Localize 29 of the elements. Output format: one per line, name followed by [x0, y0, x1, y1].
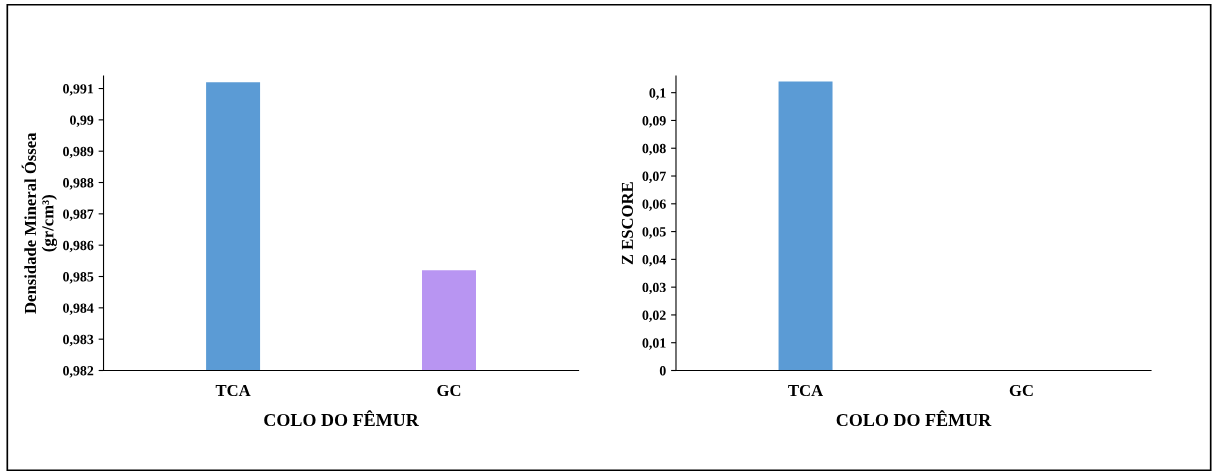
y-tick-label: 0,08: [642, 143, 666, 156]
y-tick-label: 0,985: [63, 272, 94, 284]
x-axis-title: COLO DO FÊMUR: [264, 410, 419, 427]
y-axis-title: Z ESCORE: [621, 182, 634, 265]
x-tick-label: GC: [437, 384, 461, 397]
y-tick-label: 0,982: [63, 366, 94, 378]
y-tick-label: 0,03: [642, 282, 666, 295]
y-tick-label: 0,99: [70, 115, 94, 127]
x-tick-label: TCA: [215, 384, 251, 397]
y-tick-label: 0,09: [642, 116, 666, 128]
y-tick-label: 0,989: [63, 146, 94, 159]
y-tick-label: 0,991: [63, 84, 94, 96]
y-tick-label: 0,988: [63, 178, 94, 190]
y-tick-label: 0,987: [63, 209, 94, 221]
y-tick-label: 0,984: [63, 303, 94, 315]
y-tick-label: 0,986: [63, 240, 94, 253]
y-tick-label: 0,02: [642, 310, 666, 322]
y-tick-label: 0,05: [642, 227, 666, 239]
y-tick-label: 0,01: [642, 338, 666, 350]
y-tick-label: 0,06: [642, 199, 666, 211]
x-axis-title: COLO DO FÊMUR: [836, 410, 992, 427]
y-tick-label: 0,1: [649, 88, 666, 100]
y-tick-label: 0,983: [63, 334, 94, 347]
y-tick-label: 0,04: [642, 254, 667, 267]
y-tick-label: 0: [659, 366, 666, 376]
x-tick-label: TCA: [788, 384, 824, 397]
x-tick-label: GC: [1009, 384, 1033, 397]
y-axis-title: Densidade Mineral Óssea (gr/cm³): [21, 132, 57, 314]
y-tick-label: 0,07: [642, 171, 666, 183]
